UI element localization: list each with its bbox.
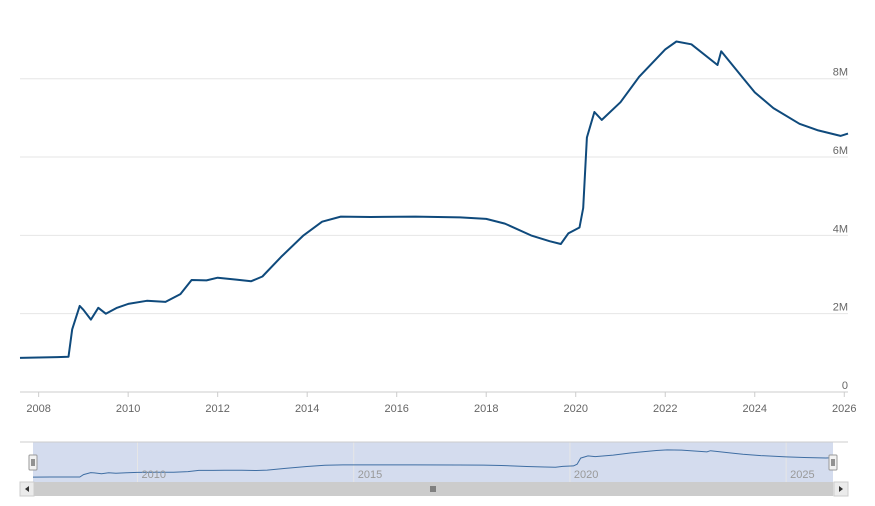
x-tick-label: 2014 [295, 403, 319, 415]
series-layer [19, 40, 849, 359]
navigator-left-handle[interactable] [28, 454, 38, 471]
x-axis: 2008 2010 2012 2014 2016 2018 2020 2022 2024 2026 [20, 391, 857, 415]
x-tick-label: 2016 [384, 403, 408, 415]
scrollbar-grip-icon [430, 486, 436, 492]
y-tick-label: 4M [833, 223, 848, 235]
navigator[interactable]: 2010 2015 2020 2025 [20, 441, 848, 482]
y-tick-label: 2M [833, 302, 848, 314]
x-tick-label: 2008 [26, 403, 50, 415]
navigator-x-label: 2020 [574, 469, 598, 481]
scroll-right-button[interactable] [833, 481, 849, 497]
x-tick-label: 2022 [653, 403, 677, 415]
y-tick-label: 8M [833, 67, 848, 79]
x-tick-label: 2018 [474, 403, 498, 415]
scroll-left-button[interactable] [19, 481, 35, 497]
navigator-grid [137, 442, 787, 482]
navigator-right-handle[interactable] [828, 454, 838, 471]
scrollbar[interactable] [19, 481, 849, 497]
x-tick-label: 2010 [116, 403, 140, 415]
navigator-selected-range[interactable] [33, 442, 833, 482]
chevron-right-icon [839, 486, 843, 492]
navigator-series-line [32, 449, 834, 478]
navigator-x-label: 2015 [358, 469, 382, 481]
navigator-x-labels: 2010 2015 2020 2025 [142, 469, 815, 481]
navigator-x-label: 2025 [790, 469, 814, 481]
x-tick-label: 2026 [832, 403, 856, 415]
navigator-series [32, 449, 834, 478]
grid-layer [20, 78, 848, 315]
chevron-left-icon [25, 486, 29, 492]
series-line [19, 40, 849, 359]
navigator-x-label: 2010 [142, 469, 166, 481]
y-tick-label: 0 [842, 380, 848, 392]
x-tick-label: 2020 [563, 403, 587, 415]
x-tick-label: 2024 [743, 403, 767, 415]
y-tick-label: 6M [833, 145, 848, 157]
x-tick-label: 2012 [205, 403, 229, 415]
y-axis: 0 2M 4M 6M 8M [833, 67, 848, 392]
